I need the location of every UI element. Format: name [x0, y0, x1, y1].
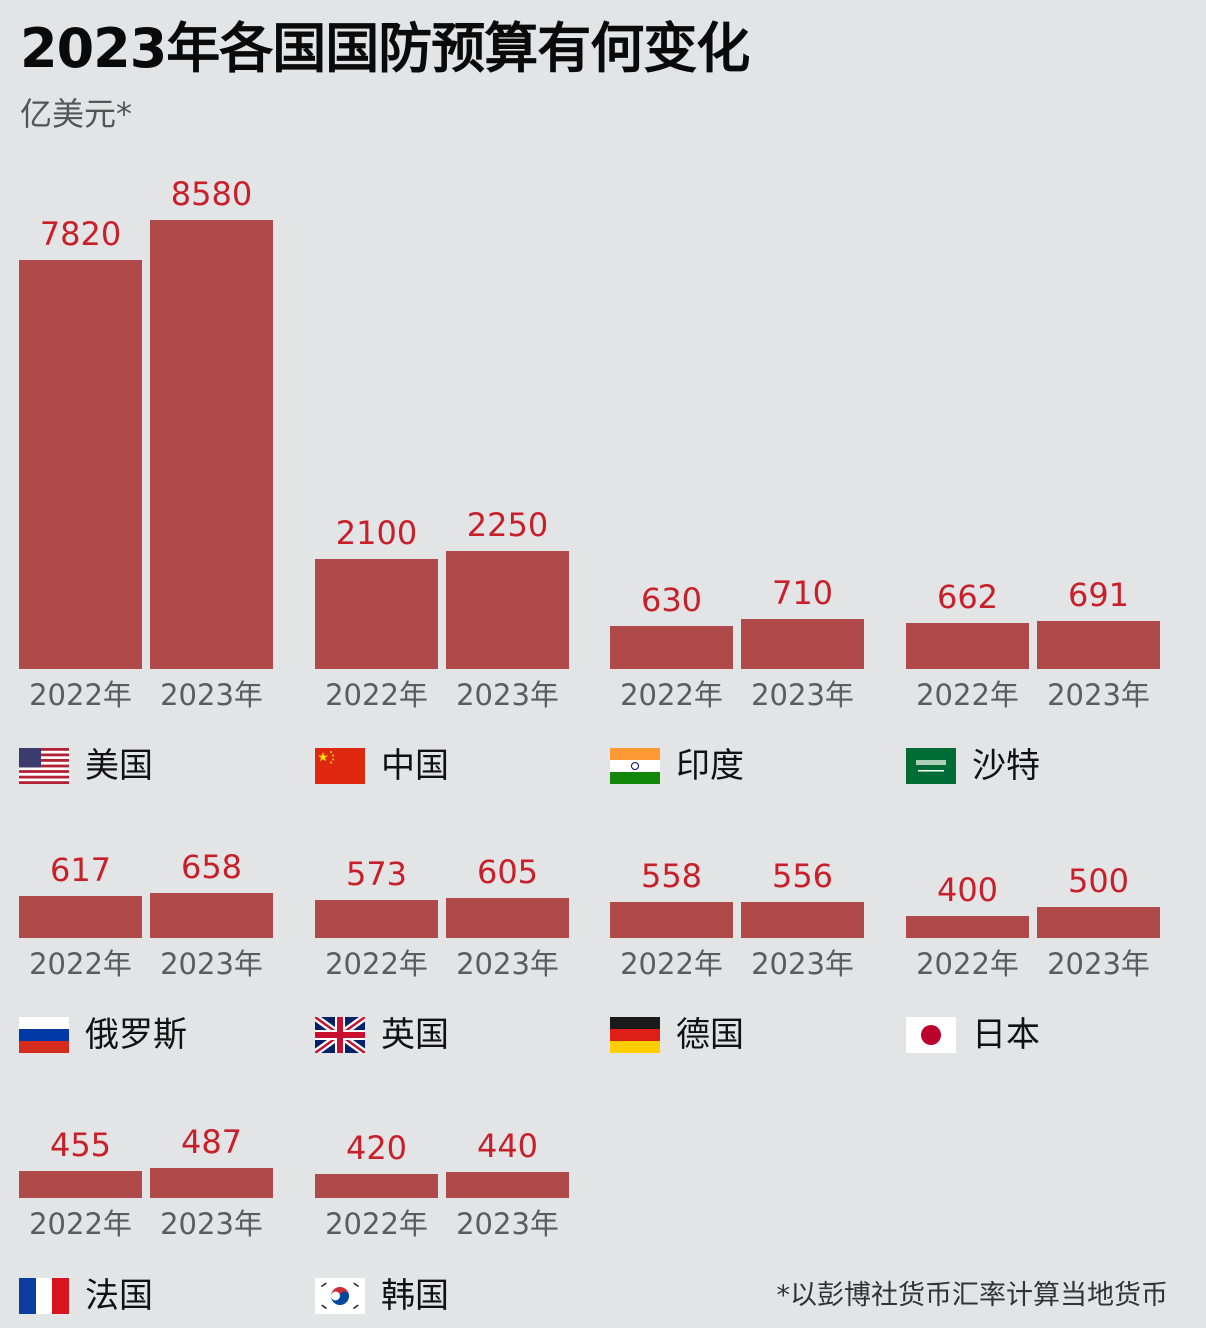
- year-label: 2022年: [29, 678, 132, 712]
- bar-2023: [741, 901, 864, 938]
- year-label: 2023年: [1047, 947, 1150, 981]
- korea-flag-icon: [315, 1278, 365, 1314]
- country-label: 韩国: [315, 1276, 449, 1316]
- country-name: 韩国: [381, 1276, 449, 1316]
- country-name: 印度: [676, 746, 744, 786]
- country-label: 中国: [315, 746, 449, 786]
- country-name: 日本: [972, 1015, 1040, 1055]
- bar-2022: [19, 260, 142, 669]
- bar-2023: [1037, 907, 1160, 938]
- country-name: 俄罗斯: [85, 1015, 187, 1055]
- bar-2022: [19, 896, 142, 938]
- value-label: 2250: [466, 506, 549, 545]
- year-label: 2022年: [620, 678, 723, 712]
- bar-2023: [150, 1168, 273, 1198]
- country-label: 沙特: [906, 746, 1040, 786]
- year-label: 2022年: [325, 947, 428, 981]
- value-label: 710: [771, 574, 834, 613]
- value-label: 440: [476, 1127, 539, 1166]
- bar-2022: [315, 1174, 438, 1198]
- year-label: 2023年: [160, 678, 263, 712]
- russia-flag-icon: [19, 1017, 69, 1053]
- value-label: 662: [936, 578, 999, 617]
- country-label: 德国: [610, 1015, 744, 1055]
- country-label: 美国: [19, 746, 153, 786]
- country-label: 法国: [19, 1276, 153, 1316]
- value-label: 573: [345, 855, 408, 894]
- germany-flag-icon: [610, 1017, 660, 1053]
- bar-2022: [906, 623, 1029, 669]
- footnote: *以彭博社货币汇率计算当地货币: [776, 1280, 1169, 1311]
- bar-2022: [19, 1171, 142, 1198]
- bar-2023: [150, 220, 273, 669]
- bar-2023: [741, 619, 864, 669]
- bar-2022: [610, 626, 733, 669]
- bar-2022: [315, 559, 438, 669]
- france-flag-icon: [19, 1278, 69, 1314]
- year-label: 2022年: [620, 947, 723, 981]
- india-flag-icon: [610, 748, 660, 784]
- uk-flag-icon: [315, 1017, 365, 1053]
- value-label: 420: [345, 1129, 408, 1168]
- value-label: 617: [49, 851, 112, 890]
- year-label: 2023年: [160, 1207, 263, 1241]
- value-label: 500: [1067, 862, 1130, 900]
- bar-2023: [1037, 620, 1160, 669]
- bar-2022: [906, 916, 1029, 938]
- country-name: 英国: [381, 1015, 449, 1055]
- value-label: 556: [771, 856, 834, 895]
- year-label: 2023年: [456, 1207, 559, 1241]
- bar-2023: [446, 897, 569, 938]
- country-name: 美国: [85, 746, 153, 786]
- country-name: 法国: [85, 1276, 153, 1316]
- year-label: 2023年: [751, 678, 854, 712]
- country-label: 日本: [906, 1015, 1040, 1055]
- value-label: 7820: [39, 215, 122, 253]
- year-label: 2022年: [325, 678, 428, 712]
- japan-flag-icon: [906, 1017, 956, 1053]
- year-label: 2023年: [751, 947, 854, 981]
- value-label: 487: [180, 1123, 243, 1162]
- us-flag-icon: [19, 748, 69, 784]
- year-label: 2023年: [1047, 678, 1150, 712]
- value-label: 630: [640, 581, 703, 620]
- unit-label: 亿美元*: [20, 95, 133, 133]
- year-label: 2022年: [29, 947, 132, 981]
- year-label: 2023年: [456, 678, 559, 712]
- year-label: 2023年: [160, 947, 263, 981]
- value-label: 658: [180, 847, 243, 886]
- year-label: 2022年: [29, 1207, 132, 1241]
- bar-2022: [610, 901, 733, 938]
- value-label: 455: [49, 1126, 112, 1165]
- value-label: 605: [476, 852, 539, 891]
- country-name: 中国: [381, 746, 449, 786]
- value-label: 400: [936, 871, 999, 909]
- year-label: 2022年: [916, 947, 1019, 981]
- china-flag-icon: [315, 748, 365, 784]
- bar-2022: [315, 900, 438, 938]
- bar-2023: [446, 551, 569, 669]
- country-label: 英国: [315, 1015, 449, 1055]
- bar-2023: [150, 892, 273, 938]
- country-name: 沙特: [972, 746, 1040, 786]
- value-label: 2100: [335, 514, 418, 553]
- value-label: 8580: [170, 175, 253, 214]
- chart-title: 2023年各国国防预算有何变化: [20, 17, 750, 80]
- year-label: 2022年: [916, 678, 1019, 712]
- country-label: 印度: [610, 746, 744, 786]
- country-label: 俄罗斯: [19, 1015, 187, 1055]
- year-label: 2023年: [456, 947, 559, 981]
- bar-2023: [446, 1172, 569, 1198]
- year-label: 2022年: [325, 1207, 428, 1241]
- value-label: 558: [640, 856, 703, 895]
- country-name: 德国: [676, 1015, 744, 1055]
- saudi-flag-icon: [906, 748, 956, 784]
- value-label: 691: [1067, 575, 1130, 614]
